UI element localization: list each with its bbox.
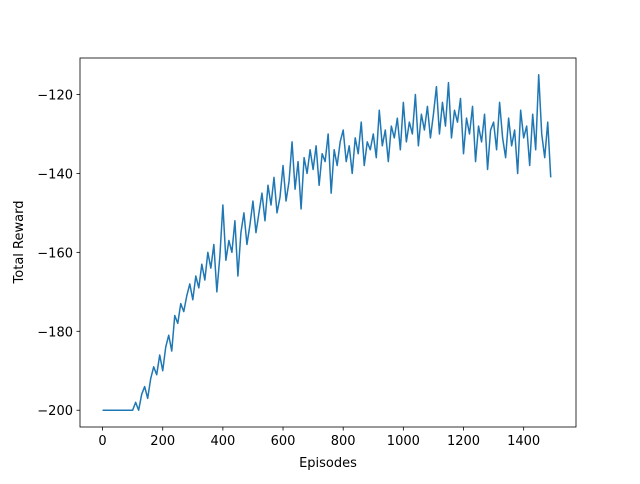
y-tick-label: −160: [37, 246, 73, 261]
x-tick-label: 600: [271, 434, 296, 449]
x-tick-label: 1000: [387, 434, 420, 449]
data-line: [102, 74, 552, 411]
y-tick-label: −200: [37, 404, 73, 419]
y-tick-label: −120: [37, 89, 73, 104]
x-axis-label: Episodes: [299, 456, 357, 471]
y-tick-label: −180: [37, 325, 73, 340]
x-tick-label: 400: [210, 434, 235, 449]
x-tick-label: 1400: [507, 434, 540, 449]
y-tick-label: −140: [37, 167, 73, 182]
x-tick-label: 0: [98, 434, 106, 449]
x-tick-label: 800: [331, 434, 356, 449]
x-tick-label: 1200: [447, 434, 480, 449]
y-axis-label: Total Reward: [12, 201, 27, 285]
plot-frame: [79, 57, 577, 428]
x-tick-label: 200: [150, 434, 175, 449]
